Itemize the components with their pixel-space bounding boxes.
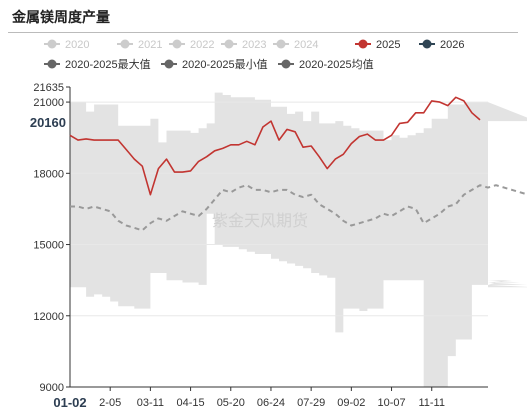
y-highlight-label: 20160 (30, 115, 66, 130)
chart-title: 金属镁周度产量 (12, 10, 110, 26)
y-tick-label: 9000 (40, 382, 64, 394)
legend-label: 2024 (294, 39, 318, 51)
legend-item-2020[interactable]: 2020 (44, 39, 89, 51)
legend-item-2025[interactable]: 2025 (355, 39, 400, 51)
x-start-label: 01-02 (53, 395, 86, 410)
legend-dot-swatch (358, 39, 368, 49)
legend-item-2023[interactable]: 2023 (221, 39, 266, 51)
max-min-band (70, 92, 527, 387)
legend-item-2024[interactable]: 2024 (273, 39, 318, 51)
y-tick-label: 12000 (33, 311, 64, 323)
series-line-2020-2025均值 (70, 184, 527, 232)
x-tick-label: 10-07 (377, 397, 405, 409)
legend-label: 2022 (190, 39, 214, 51)
y-tick-label: 21635 (33, 82, 64, 94)
legend-label: 2020-2025最小值 (182, 58, 268, 71)
legend-item-2020-2025最小值[interactable]: 2020-2025最小值 (161, 58, 268, 71)
x-tick-label: 07-29 (297, 397, 325, 409)
legend-label: 2023 (242, 39, 266, 51)
legend-dot-swatch (47, 39, 57, 49)
y-tick-label: 18000 (33, 168, 64, 180)
legend-label: 2026 (440, 39, 464, 51)
legend-label: 2020-2025均值 (299, 58, 374, 71)
x-tick-label: 11-11 (418, 397, 445, 409)
x-tick-label: 04-15 (177, 397, 205, 409)
legend-item-2022[interactable]: 2022 (169, 39, 214, 51)
legend-dot-swatch (276, 39, 286, 49)
legend-item-2026[interactable]: 2026 (419, 39, 464, 51)
x-tick-label: 09-02 (337, 397, 365, 409)
y-tick-label: 21000 (33, 97, 64, 109)
watermark: 紫金天风期货 (212, 211, 308, 230)
legend-label: 2020 (65, 39, 89, 51)
x-tick-label: 06-24 (257, 397, 285, 409)
y-tick-label: 15000 (33, 240, 64, 252)
series-line-2025 (69, 96, 481, 196)
legend-label: 2025 (376, 39, 400, 51)
legend-dot-swatch (422, 39, 432, 49)
legend-item-2020-2025均值[interactable]: 2020-2025均值 (278, 58, 374, 71)
x-tick-label: 03-11 (137, 397, 164, 409)
legend-dot-swatch (172, 39, 182, 49)
legend-dot-swatch (224, 39, 234, 49)
legend-item-2020-2025最大值[interactable]: 2020-2025最大值 (44, 57, 151, 71)
legend-dot-swatch (120, 39, 130, 49)
legend-dot-swatch (47, 59, 57, 69)
legend-dot-swatch (164, 59, 174, 69)
legend-dot-swatch (281, 59, 291, 69)
title-divider (8, 32, 518, 33)
legend-item-2021[interactable]: 2021 (117, 39, 162, 51)
legend-label: 2020-2025最大值 (65, 57, 151, 71)
x-tick-label: 2-05 (99, 397, 121, 409)
x-tick-label: 05-20 (217, 397, 245, 409)
legend-label: 2021 (138, 39, 162, 51)
